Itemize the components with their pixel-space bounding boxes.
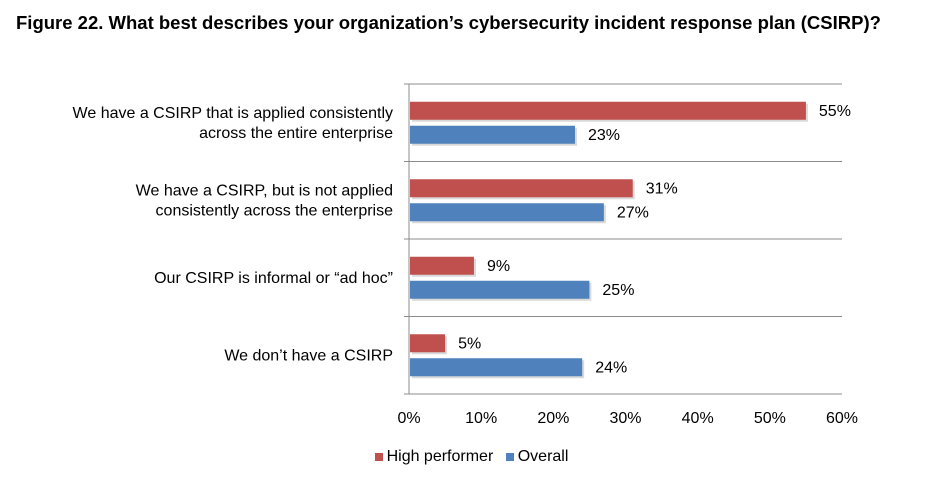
x-tick-label: 10% (465, 410, 497, 427)
legend-swatch-high-performer (374, 453, 383, 461)
chart-title: Figure 22. What best describes your orga… (16, 12, 881, 33)
bar-overall (410, 125, 575, 144)
legend-label-high-performer: High performer (386, 448, 494, 465)
legend-item-overall: Overall (505, 448, 569, 466)
legend-item-high-performer: High performer (374, 448, 494, 466)
bar-overall (410, 280, 590, 299)
x-tick-label: 30% (609, 410, 641, 427)
data-label: 31% (646, 180, 678, 197)
legend: High performer Overall (0, 448, 943, 466)
x-tick-label: 20% (537, 410, 569, 427)
x-tick-label: 50% (754, 410, 786, 427)
bar-high-performer (410, 101, 806, 120)
bar-high-performer (410, 179, 633, 198)
data-label: 9% (487, 258, 510, 275)
bar-overall (410, 203, 604, 222)
category-label: Our CSIRP is informal or “ad hoc” (154, 270, 393, 287)
legend-label-overall: Overall (517, 448, 569, 465)
bar-overall (410, 358, 583, 377)
bar-high-performer (410, 334, 446, 353)
category-label: We don’t have a CSIRP (224, 347, 393, 364)
data-label: 24% (595, 359, 627, 376)
bar-chart: 0% 10% 20% 30% 40% 50% 60% We have a CSIRP that… (73, 83, 858, 427)
category-label: We have a CSIRP that is applied consiste… (73, 105, 393, 122)
legend-swatch-overall (505, 453, 514, 461)
x-tick-label: 60% (826, 410, 858, 427)
category-label: consistently across the enterprise (156, 202, 394, 219)
data-label: 27% (617, 204, 649, 221)
data-label: 5% (458, 335, 481, 352)
x-tick-label: 40% (682, 410, 714, 427)
category-label: We have a CSIRP, but is not applied (136, 182, 393, 199)
data-label: 25% (602, 282, 634, 299)
category-label: across the entire enterprise (199, 125, 393, 142)
data-label: 55% (819, 103, 851, 120)
bar-high-performer (410, 256, 474, 275)
data-label: 23% (588, 127, 620, 144)
x-tick-label: 0% (397, 410, 420, 427)
